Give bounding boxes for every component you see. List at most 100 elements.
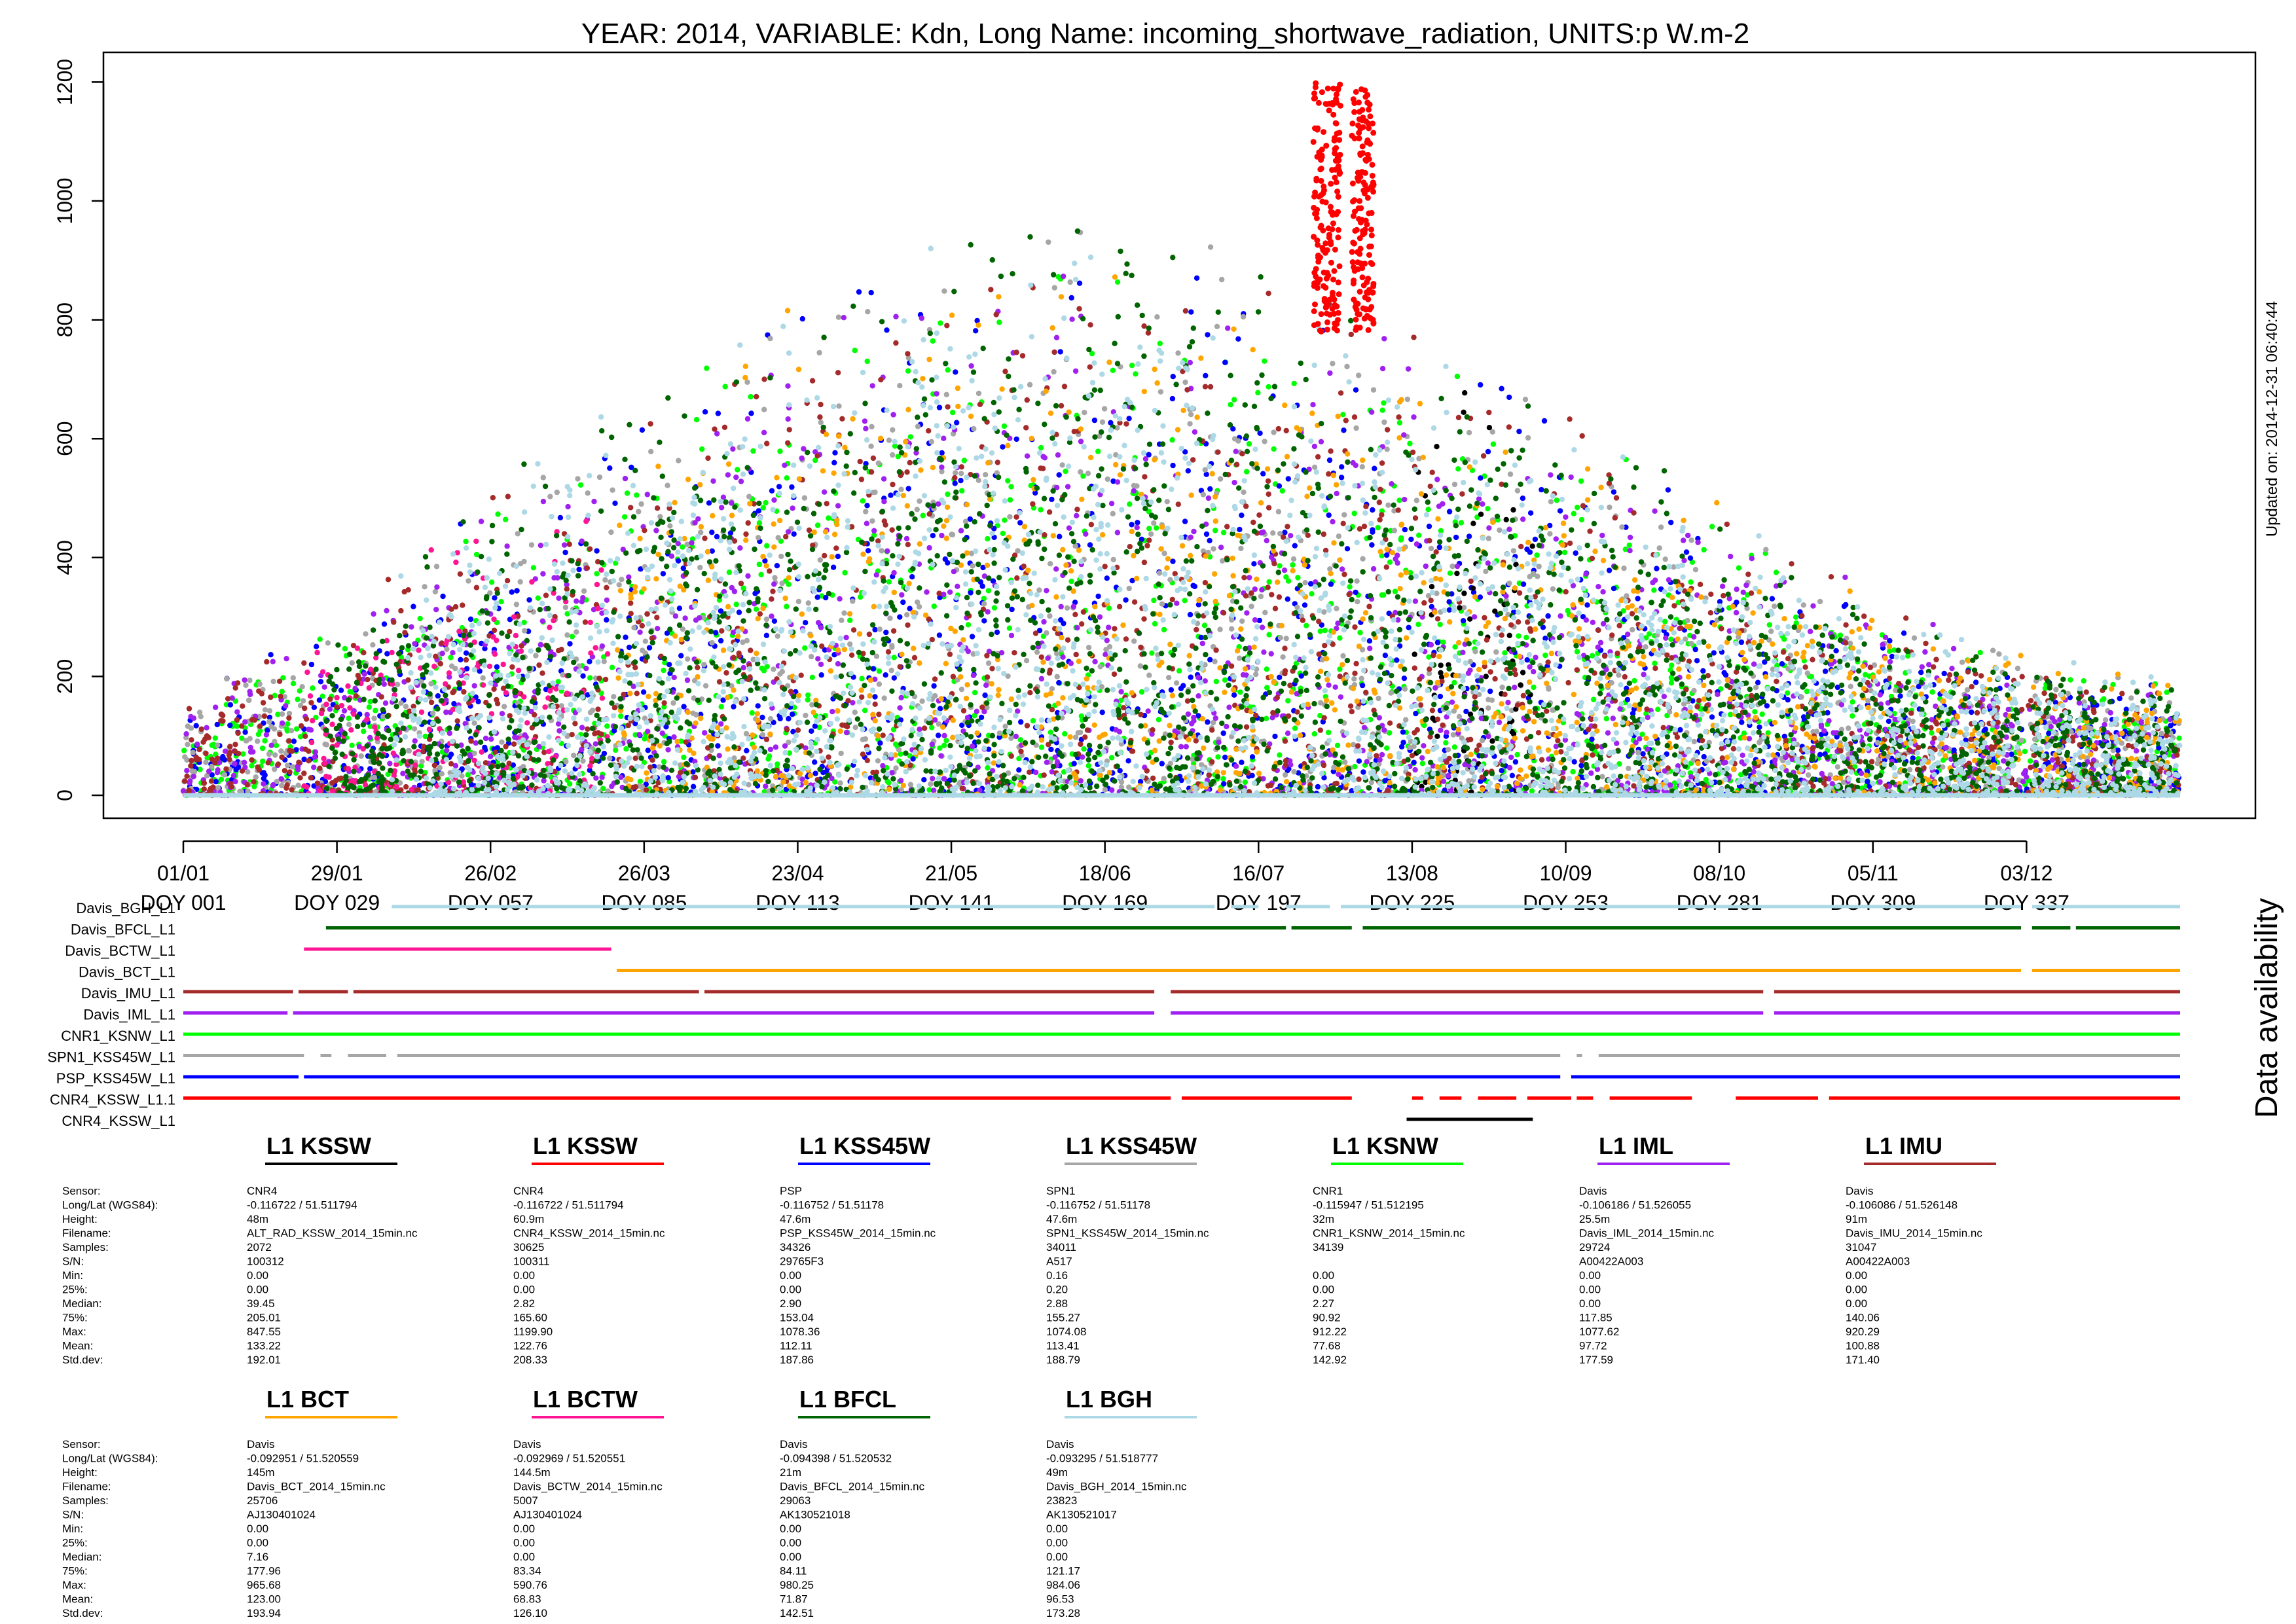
data-point: [753, 606, 759, 612]
data-point: [930, 533, 936, 539]
data-point: [1548, 472, 1554, 478]
data-point: [1485, 535, 1491, 541]
data-point: [859, 676, 865, 681]
data-point: [2110, 681, 2116, 688]
data-point: [188, 725, 194, 731]
data-point: [1411, 744, 1417, 749]
data-point: [1101, 406, 1108, 412]
data-point: [1863, 672, 1868, 677]
data-point: [875, 460, 882, 466]
data-point: [1436, 544, 1442, 550]
data-point: [1205, 495, 1212, 501]
data-point: [1151, 597, 1157, 604]
data-point: [1046, 239, 1051, 245]
data-point: [1691, 738, 1697, 745]
data-point: [492, 595, 498, 601]
data-point: [1542, 652, 1548, 659]
data-point: [1260, 529, 1266, 535]
data-point: [1379, 407, 1385, 413]
data-point: [1449, 699, 1455, 705]
data-point: [1631, 677, 1637, 684]
data-point: [1359, 464, 1365, 470]
data-point: [816, 350, 822, 356]
data-point: [785, 416, 791, 422]
data-point: [1161, 626, 1167, 633]
data-point: [1174, 600, 1180, 606]
data-point: [1595, 644, 1601, 650]
data-point: [1203, 471, 1209, 477]
data-point: [564, 632, 570, 638]
data-point: [1578, 516, 1585, 523]
data-point: [1154, 525, 1159, 531]
data-point: [2049, 757, 2056, 763]
data-point: [1002, 517, 1008, 523]
data-point: [862, 418, 868, 424]
data-point: [1118, 779, 1125, 785]
data-point: [750, 448, 756, 454]
data-point: [1437, 621, 1443, 628]
data-point: [370, 642, 376, 648]
data-point: [1372, 465, 1377, 471]
data-point: [1102, 787, 1108, 793]
data-point: [784, 475, 790, 481]
data-point: [1635, 749, 1641, 755]
data-point: [1662, 619, 1668, 624]
data-point: [1054, 674, 1060, 679]
data-point: [941, 288, 947, 294]
data-point: [1182, 518, 1188, 524]
data-point: [767, 335, 773, 342]
data-point: [975, 477, 982, 483]
data-point: [949, 532, 956, 537]
data-point: [939, 450, 945, 456]
data-point: [230, 772, 237, 779]
data-point: [676, 558, 682, 564]
data-point: [1139, 689, 1145, 695]
data-point: [268, 652, 274, 658]
data-point: [318, 679, 324, 685]
data-point: [213, 704, 219, 710]
data-point: [936, 632, 943, 638]
data-point: [1118, 697, 1124, 704]
data-point: [713, 630, 719, 636]
data-point: [1218, 545, 1224, 550]
data-point: [812, 770, 818, 776]
data-point: [763, 616, 770, 623]
data-point: [279, 711, 285, 717]
data-point: [1496, 719, 1503, 725]
data-point: [938, 320, 943, 326]
data-point: [1489, 697, 1495, 703]
data-point: [1620, 608, 1626, 614]
data-point: [1110, 511, 1116, 516]
data-point: [1518, 682, 1523, 688]
data-point: [1688, 579, 1694, 585]
data-point: [1542, 636, 1548, 641]
data-point: [539, 618, 545, 624]
data-point: [990, 578, 996, 584]
data-point: [1344, 546, 1351, 552]
data-point: [1514, 751, 1520, 758]
data-point: [681, 754, 687, 761]
data-point: [475, 698, 481, 705]
data-point: [494, 664, 500, 670]
data-point: [818, 420, 824, 425]
data-point: [452, 666, 458, 672]
data-point: [832, 450, 838, 456]
data-point: [444, 646, 450, 652]
data-point: [1157, 389, 1164, 395]
data-point: [308, 661, 315, 668]
data-point: [759, 732, 766, 738]
data-point: [1053, 334, 1060, 340]
data-point: [1359, 682, 1366, 689]
data-point: [1002, 723, 1008, 729]
data-point: [1546, 686, 1552, 692]
data-point: [1311, 731, 1318, 737]
data-point: [1443, 740, 1449, 746]
data-point: [594, 571, 600, 577]
data-point: [1285, 596, 1291, 602]
data-point: [1578, 763, 1584, 768]
data-point: [774, 633, 781, 639]
data-point: [1099, 710, 1105, 715]
data-point: [1734, 586, 1740, 592]
data-point: [702, 409, 708, 415]
data-point: [930, 776, 936, 782]
